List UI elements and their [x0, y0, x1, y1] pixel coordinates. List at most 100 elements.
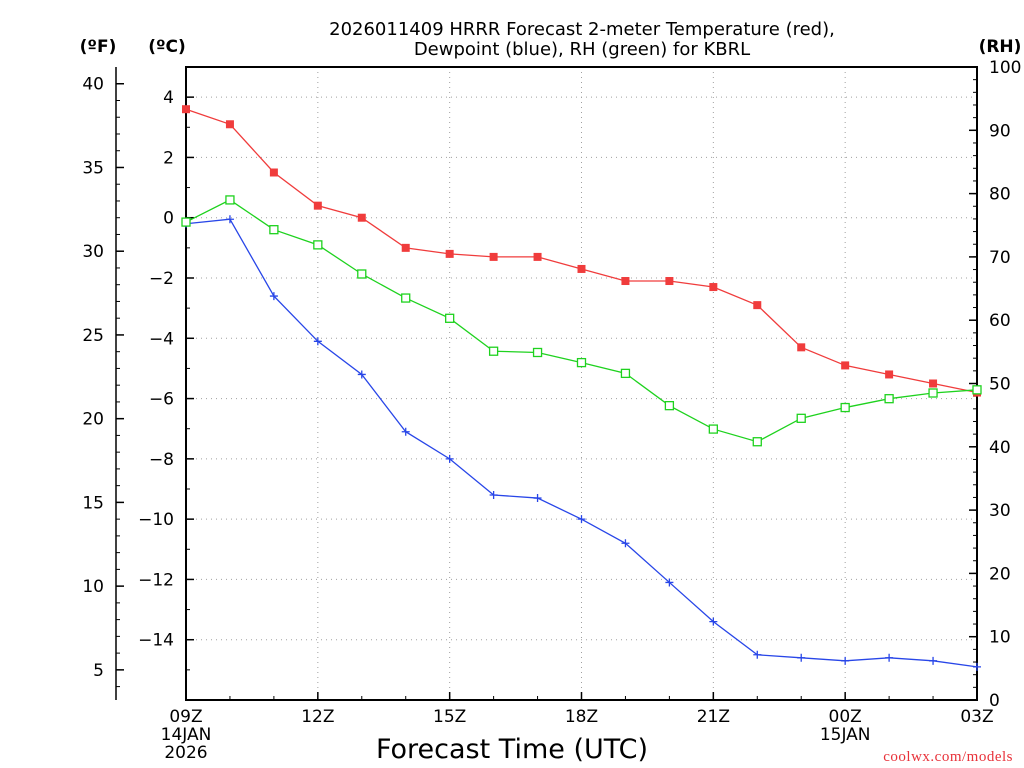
celsius-tick-label: −8	[149, 450, 174, 470]
celsius-tick-label: 4	[163, 88, 174, 108]
temperature-point	[577, 264, 586, 273]
rh-point	[620, 368, 631, 379]
fahrenheit-tick-label: 15	[82, 493, 104, 513]
temperature-point	[841, 361, 850, 370]
temperature-point	[225, 120, 234, 129]
celsius-tick-label: −6	[149, 390, 174, 410]
dewpoint-point	[269, 292, 278, 301]
dewpoint-point	[401, 427, 410, 436]
x-tick-label: 15Z	[433, 707, 466, 727]
rh-point	[357, 269, 367, 279]
temperature-point	[709, 283, 718, 292]
rh-tick-label: 30	[989, 501, 1011, 521]
rh-point	[401, 293, 411, 303]
x-tick-label: 03Z	[960, 707, 993, 727]
rh-point	[225, 195, 235, 205]
x-tick-label: 21Z	[697, 707, 730, 727]
rh-tick-label: 20	[989, 564, 1011, 584]
rh-line	[185, 199, 978, 443]
dewpoint-point	[313, 337, 322, 346]
fahrenheit-tick-label: 20	[82, 410, 104, 430]
x-tick-date: 15JAN	[820, 725, 871, 745]
temperature-point	[357, 213, 366, 222]
rh-point	[664, 401, 675, 411]
dewpoint-point	[357, 370, 366, 379]
rh-tick-label: 50	[989, 375, 1011, 395]
rh-point	[181, 217, 191, 227]
dewpoint-point	[753, 650, 762, 659]
dewpoint-point	[621, 539, 630, 548]
fahrenheit-tick-label: 25	[82, 326, 104, 346]
rh-point	[928, 388, 938, 398]
rh-point	[840, 402, 850, 413]
fahrenheit-tick-label: 35	[82, 158, 104, 178]
x-tick-date: 14JAN	[161, 725, 212, 745]
dewpoint-point	[577, 515, 586, 524]
dewpoint-point	[533, 494, 542, 503]
rh-tick-label: 10	[989, 628, 1011, 648]
rh-point	[972, 385, 982, 395]
rh-point	[269, 225, 279, 235]
celsius-tick-label: −12	[138, 570, 174, 590]
rh-tick-label: 70	[989, 248, 1011, 268]
x-axis-label: Forecast Time (UTC)	[376, 734, 648, 765]
grid	[186, 67, 977, 700]
rh-tick-label: 0	[989, 691, 1000, 711]
temperature-point	[753, 301, 762, 310]
x-tick-label: 00Z	[829, 707, 862, 727]
temperature-point	[885, 370, 894, 379]
rh-point	[752, 437, 762, 447]
x-tick-year: 2026	[164, 743, 207, 763]
rh-tick-label: 100	[989, 58, 1021, 78]
rh-point	[576, 357, 587, 368]
fahrenheit-tick-label: 30	[82, 242, 104, 262]
temperature-point	[621, 277, 630, 286]
dewpoint-point	[665, 578, 674, 587]
dewpoint-point	[489, 491, 498, 500]
temperature-point	[445, 249, 454, 258]
dewpoint-point	[841, 656, 850, 665]
dewpoint-point	[885, 653, 894, 662]
chart-title-line1: 2026011409 HRRR Forecast 2-meter Tempera…	[329, 19, 835, 40]
fahrenheit-tick-label: 40	[82, 75, 104, 95]
rh-point	[708, 424, 718, 434]
temperature-point	[665, 277, 674, 286]
temperature-point	[313, 201, 322, 210]
celsius-tick-label: −14	[138, 631, 174, 651]
celsius-tick-label: −4	[149, 329, 174, 349]
x-tick-label: 12Z	[301, 707, 334, 727]
fahrenheit-tick-label: 5	[93, 661, 104, 681]
celsius-unit-label: (ºC)	[148, 37, 186, 57]
temperature-point	[533, 252, 542, 261]
celsius-tick-label: −10	[138, 510, 174, 530]
temperature-point	[182, 105, 190, 114]
fahrenheit-unit-label: (ºF)	[80, 37, 117, 57]
credit-text[interactable]: coolwx.com/models	[883, 749, 1013, 765]
rh-tick-label: 40	[989, 438, 1011, 458]
temperature-point	[401, 243, 410, 252]
rh-tick-label: 60	[989, 311, 1011, 331]
fahrenheit-tick-label: 10	[82, 577, 104, 597]
temperature-point	[797, 343, 806, 352]
rh-point	[532, 347, 543, 358]
series	[181, 105, 982, 671]
temperature-line	[185, 108, 978, 394]
temperature-point	[269, 168, 278, 177]
temperature-point	[929, 379, 938, 388]
chart-title-line2: Dewpoint (blue), RH (green) for KBRL	[414, 39, 750, 60]
rh-point	[313, 240, 323, 250]
rh-point	[796, 413, 806, 423]
dewpoint-point	[797, 653, 806, 662]
rh-tick-label: 80	[989, 185, 1011, 205]
rh-point	[445, 313, 455, 323]
rh-tick-label: 90	[989, 121, 1011, 141]
rh-unit-label: (RH)	[979, 37, 1022, 57]
dewpoint-point	[225, 215, 234, 224]
celsius-tick-label: −2	[149, 269, 174, 289]
dewpoint-point	[445, 454, 454, 463]
celsius-tick-label: 2	[163, 148, 174, 168]
x-tick-label: 18Z	[565, 707, 598, 727]
dewpoint-point	[929, 656, 938, 665]
